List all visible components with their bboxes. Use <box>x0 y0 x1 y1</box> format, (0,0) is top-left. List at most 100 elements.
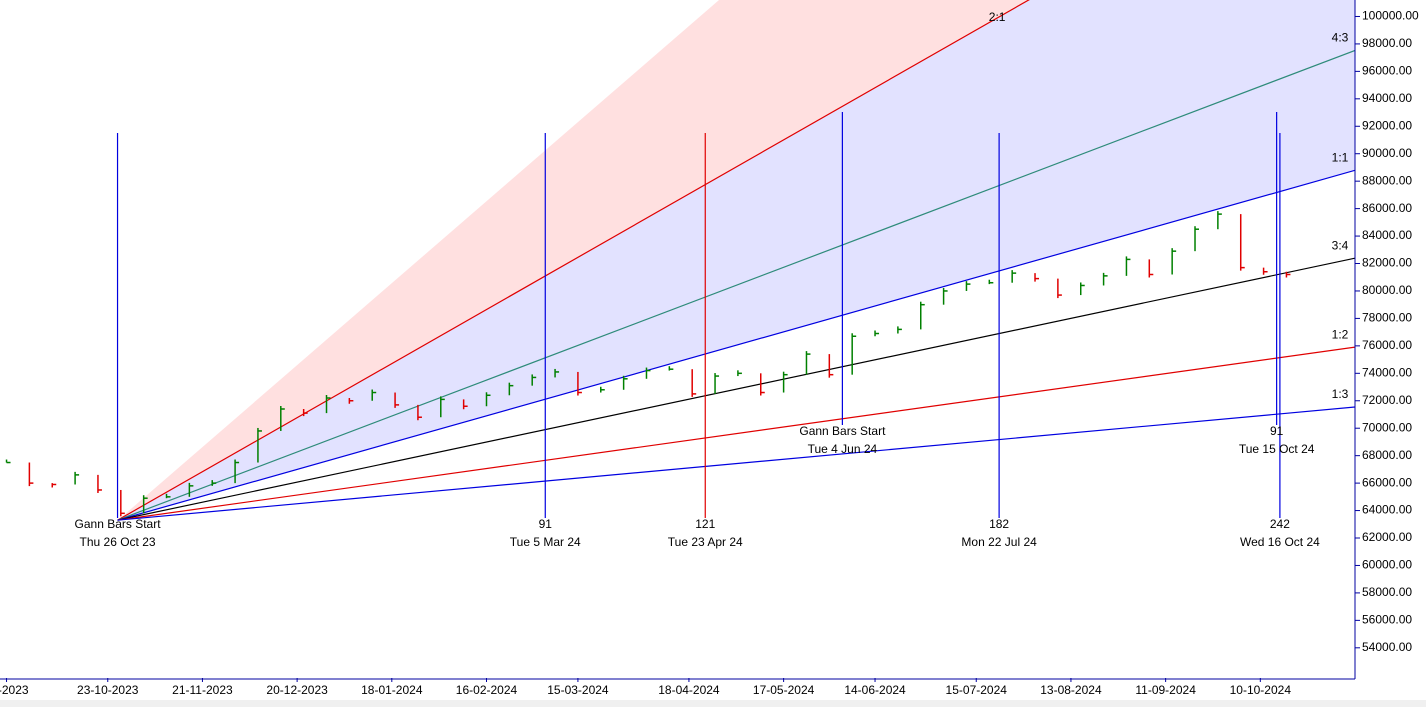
price-bar <box>874 330 880 337</box>
y-tick-label: 98000.00 <box>1362 36 1412 50</box>
y-tick-label: 96000.00 <box>1362 64 1412 78</box>
price-bar <box>760 373 765 396</box>
price-bar <box>1239 214 1245 271</box>
price-bar <box>828 354 834 378</box>
cycle-count: 91 <box>539 517 553 531</box>
x-tick-label: 21-11-2023 <box>172 683 233 697</box>
y-tick-label: 72000.00 <box>1362 393 1412 407</box>
y-tick-label: 62000.00 <box>1362 530 1412 544</box>
price-bar <box>622 375 628 390</box>
axes: 54000.00 56000.00 58000.00 60000.00 62000.00… <box>0 9 1419 698</box>
y-tick-label: 56000.00 <box>1362 613 1412 627</box>
price-bar <box>1011 270 1017 283</box>
overlay: 2:1 4:3 1:1 3:4 1:2 1:3 Gann Bars Start Thu 26 … <box>75 10 1349 549</box>
x-tick-label: 18-04-2024 <box>658 683 720 697</box>
y-tick-label: 82000.00 <box>1362 256 1412 270</box>
y-tick-label: 70000.00 <box>1362 420 1412 434</box>
x-tick-label: 15-03-2024 <box>547 683 609 697</box>
fan-line <box>117 346 1355 521</box>
price-bar <box>120 489 125 517</box>
cycle-start-label: Gann Bars Start <box>799 424 886 438</box>
price-bar <box>97 474 102 493</box>
fan-line <box>117 49 1355 521</box>
price-bar <box>988 279 994 285</box>
fan-label: 1:3 <box>1332 387 1349 401</box>
fan-line <box>117 406 1355 521</box>
price-bar <box>919 301 925 330</box>
y-tick-label: 90000.00 <box>1362 146 1412 160</box>
cycle-date: Tue 15 Oct 24 <box>1239 442 1315 456</box>
x-tick-label: 14-06-2024 <box>844 683 906 697</box>
price-bar <box>142 495 148 514</box>
x-tick-label: 17-05-2024 <box>753 683 815 697</box>
fan-line <box>117 0 1030 521</box>
cycle-start-label: Gann Bars Start <box>75 517 162 531</box>
y-tick-label: 92000.00 <box>1362 118 1412 132</box>
price-bar <box>417 404 422 421</box>
price-bar <box>645 367 651 379</box>
price-bar <box>508 382 514 396</box>
price-bar <box>5 459 11 464</box>
price-bar <box>462 399 468 410</box>
x-tick-label: 23-10-2023 <box>77 683 139 697</box>
price-bar <box>965 281 971 291</box>
price-bar <box>74 471 80 485</box>
fan-line <box>117 257 1355 521</box>
price-bar <box>280 405 285 431</box>
cycle-date: Tue 5 Mar 24 <box>510 535 581 549</box>
price-bar <box>1285 271 1291 278</box>
price-bar <box>1148 259 1154 278</box>
x-tick-label: 09-2023 <box>0 683 29 697</box>
cycle-date: Tue 23 Apr 24 <box>668 535 743 549</box>
fan-line <box>117 169 1355 521</box>
price-bar <box>577 371 582 396</box>
fan-label: 3:4 <box>1332 238 1349 252</box>
y-tick-label: 58000.00 <box>1362 585 1412 599</box>
y-tick-label: 76000.00 <box>1362 338 1412 352</box>
x-tick-label: 16-02-2024 <box>456 683 518 697</box>
x-tick-label: 18-01-2024 <box>361 683 423 697</box>
cycle-count: 182 <box>989 517 1009 531</box>
price-bar <box>1102 272 1108 286</box>
price-bar <box>1125 256 1131 276</box>
y-tick-label: 84000.00 <box>1362 228 1412 242</box>
price-bar <box>851 333 857 375</box>
price-bar <box>668 366 674 371</box>
y-tick-label: 78000.00 <box>1362 311 1412 325</box>
x-tick-label: 20-12-2023 <box>266 683 328 697</box>
cycle-start-date: Thu 26 Oct 23 <box>80 535 156 549</box>
price-bar <box>600 386 605 393</box>
y-tick-label: 80000.00 <box>1362 283 1412 297</box>
price-bar <box>1262 267 1268 275</box>
y-tick-label: 94000.00 <box>1362 91 1412 105</box>
plot <box>5 0 1355 521</box>
price-bar <box>554 368 560 378</box>
price-bar <box>737 370 742 377</box>
price-bar <box>531 374 537 386</box>
price-bar <box>1034 273 1040 282</box>
y-tick-label: 54000.00 <box>1362 640 1412 654</box>
price-bar <box>211 480 217 486</box>
cycle-count: 91 <box>1270 424 1284 438</box>
fan-label: 1:1 <box>1332 150 1349 164</box>
price-bar <box>805 351 811 375</box>
price-bar <box>1194 226 1200 252</box>
price-bar <box>348 398 354 404</box>
price-bar <box>942 287 948 305</box>
scrollbar <box>0 700 1426 707</box>
y-tick-label: 64000.00 <box>1362 503 1412 517</box>
price-bar <box>325 395 331 414</box>
y-tick-label: 68000.00 <box>1362 448 1412 462</box>
cycle-count: 242 <box>1270 517 1290 531</box>
x-tick-label: 15-07-2024 <box>946 683 1008 697</box>
price-bar <box>371 389 377 401</box>
cycle-date: Mon 22 Jul 24 <box>961 535 1037 549</box>
shade-blue <box>117 0 1355 521</box>
price-bar <box>440 396 445 418</box>
fan-label: 4:3 <box>1332 31 1349 45</box>
price-bar <box>257 427 262 463</box>
cycle-start-date: Tue 4 Jun 24 <box>808 442 878 456</box>
x-tick-label: 13-08-2024 <box>1040 683 1102 697</box>
price-bar <box>165 493 171 499</box>
